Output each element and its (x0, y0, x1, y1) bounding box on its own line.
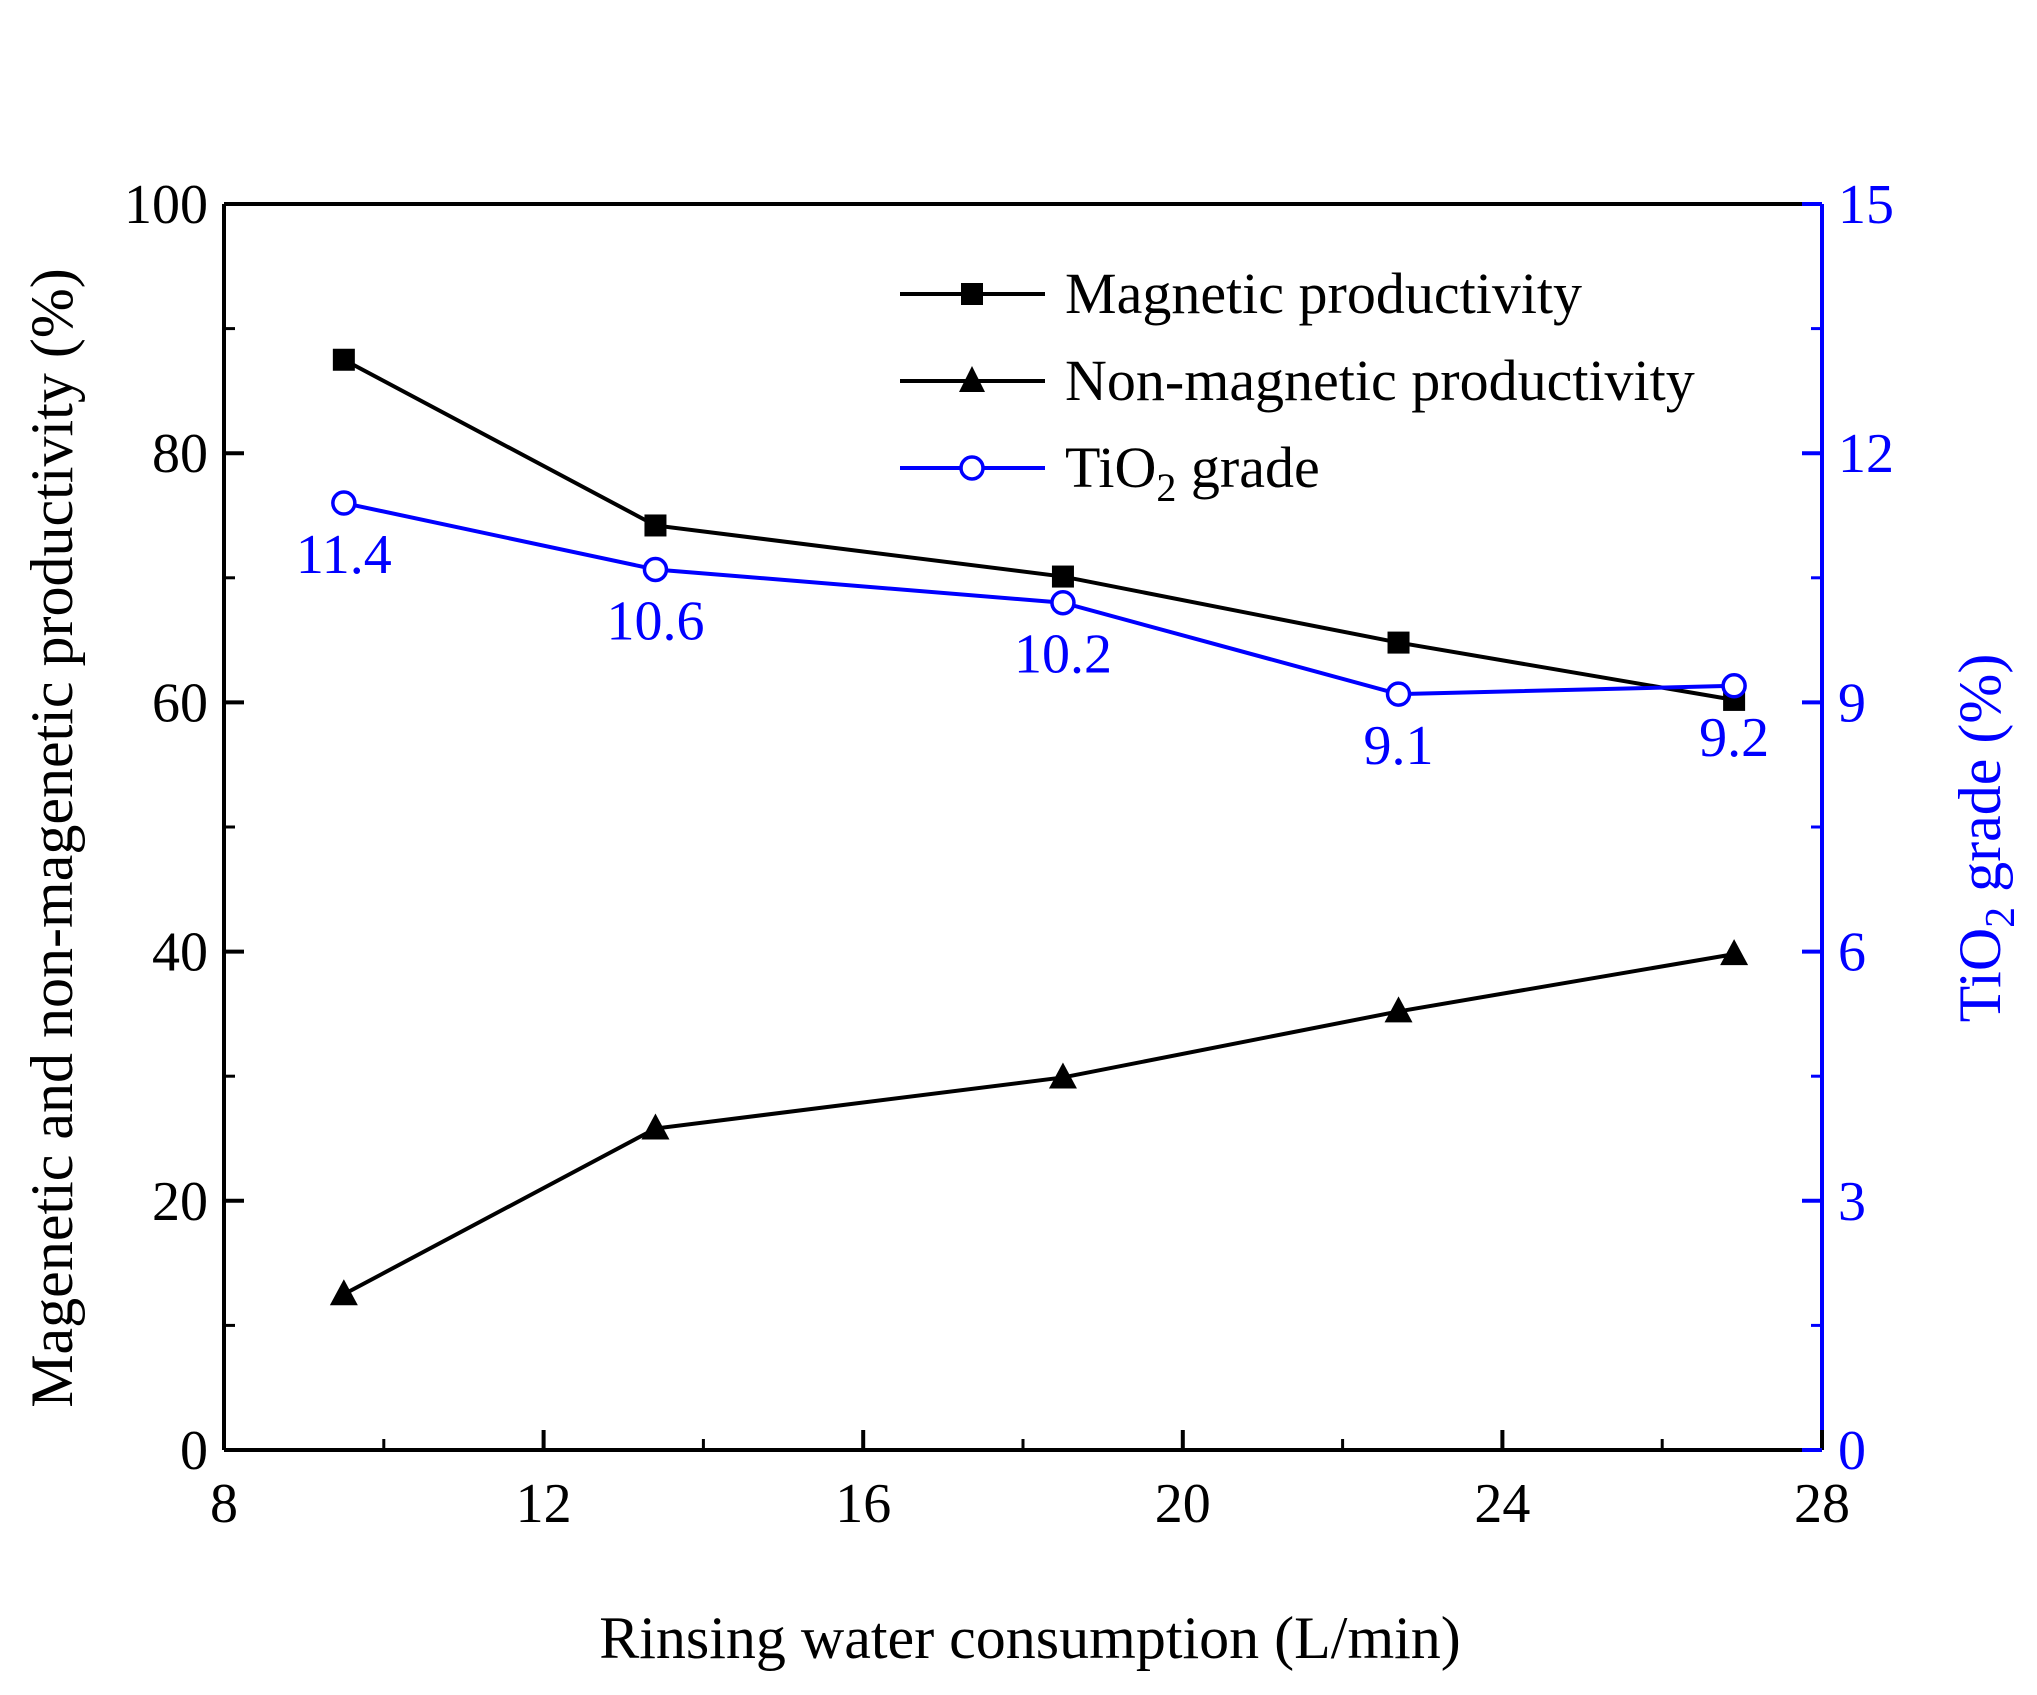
marker-square (1387, 631, 1410, 654)
marker-circle (1050, 589, 1076, 616)
y-left-tick-label: 20 (152, 1171, 208, 1233)
legend-label-tio2: TiO2 grade (1065, 435, 1320, 510)
data-label: 9.2 (1699, 707, 1769, 769)
data-label: 10.2 (1014, 624, 1112, 686)
data-labels-layer: 11.4 10.6 10.2 9.1 9.2 (296, 524, 1769, 777)
y-left-tick-label: 60 (152, 672, 208, 734)
y-right-tick-label: 9 (1838, 672, 1866, 734)
series-line-1 (342, 952, 1735, 1297)
y-axis-left-title: Magenetic and non-magenetic productivity… (19, 268, 85, 1408)
marker-circle (1385, 681, 1412, 707)
marker-triangle (329, 1279, 358, 1306)
y-right-tick-label: 15 (1838, 174, 1894, 236)
y-axis-right-title: TiO2 grade (%) (1947, 654, 2024, 1023)
y-right-tick-label: 12 (1838, 423, 1894, 485)
marker-triangle (1720, 939, 1749, 966)
data-label: 11.4 (296, 524, 392, 586)
y-left-tick-label: 40 (152, 922, 208, 984)
series-layer (329, 348, 1749, 1306)
marker-triangle (641, 1113, 670, 1140)
data-label: 10.6 (606, 590, 704, 652)
x-axis-title: Rinsing water consumption (L/min) (599, 1605, 1461, 1671)
y-left-tick-label: 100 (124, 174, 208, 236)
y-left-tick-label: 0 (180, 1420, 208, 1482)
x-tick-label: 24 (1474, 1473, 1530, 1535)
y-left-tick-label: 80 (152, 423, 208, 485)
legend-label-nonmagnetic: Non-magnetic productivity (1065, 348, 1695, 413)
marker-square (644, 514, 667, 537)
x-tick-label: 8 (210, 1473, 238, 1535)
marker-circle (642, 556, 669, 583)
marker-circle (331, 490, 357, 516)
y-right-tick-label: 6 (1838, 922, 1866, 984)
x-tick-label: 20 (1155, 1473, 1211, 1535)
marker-triangle (1048, 1062, 1077, 1089)
x-tick-label: 16 (835, 1473, 891, 1535)
data-label: 9.1 (1364, 715, 1434, 777)
legend-marker-triangle (959, 366, 985, 392)
marker-square (1051, 565, 1074, 588)
legend-label-magnetic: Magnetic productivity (1065, 261, 1582, 326)
marker-triangle (1384, 996, 1413, 1023)
legend-marker-circle (959, 455, 985, 481)
marker-square (332, 348, 355, 371)
x-tick-label: 12 (516, 1473, 572, 1535)
y-right-tick-label: 3 (1838, 1171, 1866, 1233)
x-tick-label: 28 (1794, 1473, 1850, 1535)
legend: Magnetic productivity Non-magnetic produ… (900, 261, 1695, 510)
marker-circle (1721, 673, 1747, 699)
legend-marker-square (961, 283, 983, 305)
y-right-tick-label: 0 (1838, 1420, 1866, 1482)
